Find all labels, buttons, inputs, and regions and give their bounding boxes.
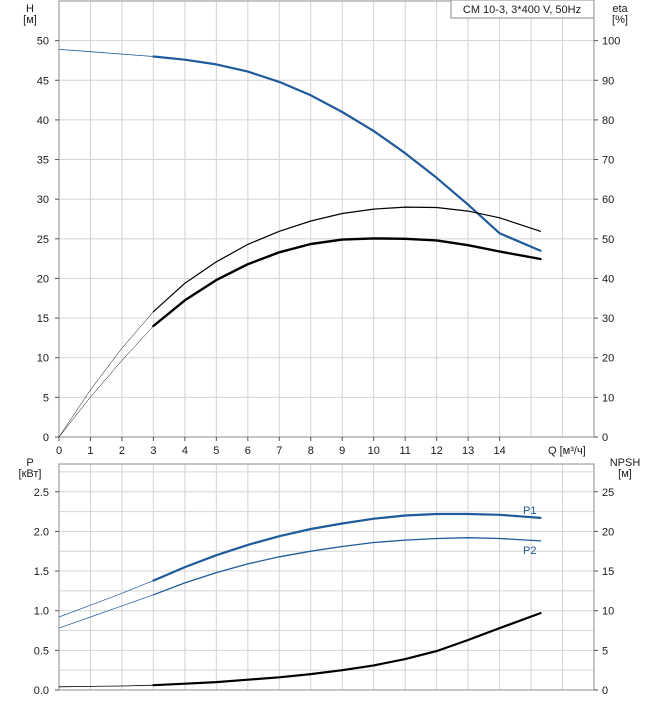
y-tick-label: 20 [37, 273, 49, 285]
y2-tick-label: 0 [602, 432, 608, 444]
curve-p-thin-0 [58, 580, 154, 618]
x-tick-label: 8 [308, 445, 314, 457]
y2-tick-label: 10 [602, 606, 614, 618]
series-label: P1 [523, 505, 536, 517]
curve-eta-thin-2 [58, 311, 154, 438]
curve-head-thin-0 [58, 49, 154, 57]
model-title: CM 10-3, 3*400 V, 50Hz [463, 4, 581, 16]
x-tick-label: 10 [368, 445, 380, 457]
curve-p-thin-2 [58, 594, 154, 629]
y-tick-label: 50 [37, 36, 49, 48]
curve-eta-thin-4 [58, 325, 154, 438]
x-tick-label: 0 [56, 445, 62, 457]
curve-p-3 [152, 537, 542, 596]
y-tick-label: 0.0 [34, 685, 49, 697]
x-tick-label: 13 [462, 445, 474, 457]
y2-tick-label: 80 [602, 115, 614, 127]
y2-tick-label: 40 [602, 273, 614, 285]
y2-tick-label: 20 [602, 526, 614, 538]
x-tick-label: 5 [213, 445, 219, 457]
y-tick-label: 0 [43, 432, 49, 444]
y2-tick-label: 10 [602, 392, 614, 404]
y2-tick-label: 50 [602, 234, 614, 246]
x-tick-label: 6 [245, 445, 251, 457]
y2-tick-label: 30 [602, 313, 614, 325]
bottom-plot-frame [58, 463, 595, 691]
x-tick-label: 9 [339, 445, 345, 457]
top-right-axis-label: eta [%] [612, 3, 628, 26]
x-tick-label: 12 [431, 445, 443, 457]
bottom-right-axis-label: NPSH [м] [610, 457, 641, 480]
y-tick-label: 1.5 [34, 566, 49, 578]
y2-tick-label: 20 [602, 353, 614, 365]
curve-p-bold-1 [152, 512, 542, 582]
y2-tick-label: 60 [602, 194, 614, 206]
y2-tick-label: 70 [602, 155, 614, 167]
y-tick-label: 25 [37, 234, 49, 246]
y2-tick-label: 0 [602, 685, 608, 697]
y2-tick-label: 25 [602, 487, 614, 499]
y-tick-label: 5 [43, 392, 49, 404]
y2-tick-label: 100 [602, 36, 620, 48]
y-tick-label: 40 [37, 115, 49, 127]
x-axis-label: Q [м³/ч] [548, 445, 586, 457]
curve-head-1 [152, 55, 542, 252]
x-tick-label: 14 [493, 445, 505, 457]
series-label: P2 [523, 545, 536, 557]
y2-tick-label: 90 [602, 75, 614, 87]
y-tick-label: 1.0 [34, 606, 49, 618]
x-tick-label: 7 [276, 445, 282, 457]
y2-tick-label: 15 [602, 566, 614, 578]
y-tick-label: 2.0 [34, 526, 49, 538]
curve-npsh-thin-4 [58, 684, 154, 688]
y-tick-label: 0.5 [34, 645, 49, 657]
top-plot-frame [58, 0, 595, 438]
y-tick-label: 35 [37, 155, 49, 167]
curve-eta-3 [152, 206, 542, 313]
y-tick-label: 2.5 [34, 487, 49, 499]
y-tick-label: 10 [37, 353, 49, 365]
model-title-box: CM 10-3, 3*400 V, 50Hz [450, 0, 595, 19]
curve-npsh-5 [152, 611, 542, 687]
y-tick-label: 30 [37, 194, 49, 206]
model-title-frame [450, 0, 595, 19]
x-tick-label: 1 [87, 445, 93, 457]
y-tick-label: 15 [37, 313, 49, 325]
x-tick-label: 4 [182, 445, 188, 457]
top-left-axis-label: H [м] [23, 3, 37, 26]
y-tick-label: 45 [37, 75, 49, 87]
x-tick-label: 3 [150, 445, 156, 457]
bottom-left-axis-label: P [кВт] [19, 457, 42, 480]
curve-eta-bold-5 [152, 237, 542, 328]
x-tick-label: 11 [399, 445, 410, 457]
x-tick-label: 2 [119, 445, 125, 457]
y2-tick-label: 5 [602, 645, 608, 657]
